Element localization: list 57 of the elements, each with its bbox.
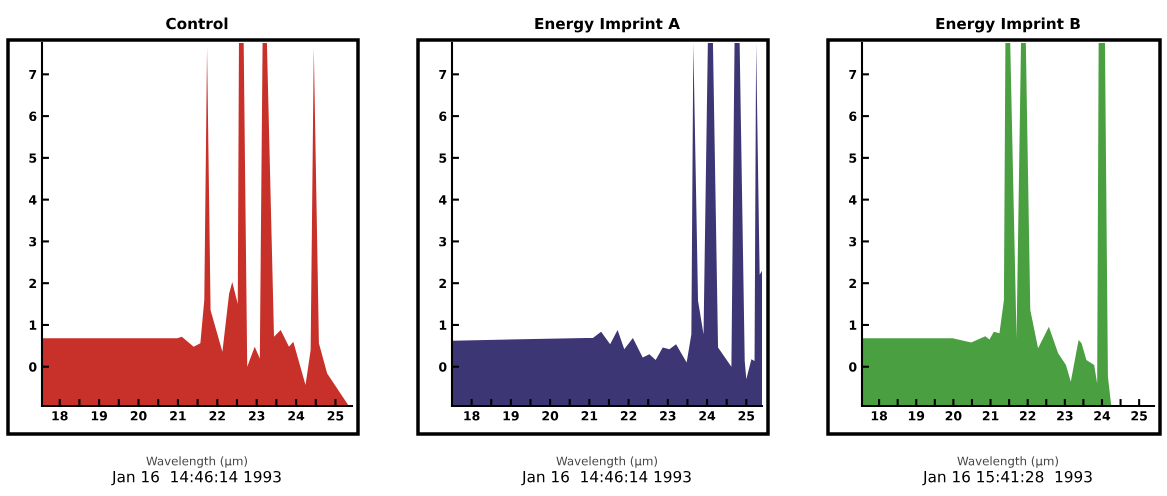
x-tick-label: 19 (908, 411, 925, 421)
y-tick-label: 6 (29, 111, 37, 122)
y-tick-label: 5 (29, 153, 37, 163)
y-tick-label: 7 (439, 69, 447, 80)
y-tick-label: 1 (849, 320, 857, 330)
x-tick-label: 20 (945, 411, 962, 421)
x-tick-label: 24 (1094, 411, 1111, 421)
x-axis-title: Wavelength (μm) (957, 456, 1058, 468)
y-tick-label: 4 (439, 195, 447, 205)
x-tick-label: 25 (327, 411, 344, 421)
y-tick-label: 4 (849, 195, 857, 205)
x-tick-label: 24 (288, 411, 305, 421)
y-tick-label: 2 (439, 278, 447, 288)
x-tick-label: 21 (982, 411, 999, 421)
y-tick-label: 7 (29, 69, 37, 80)
x-tick-label: 22 (1019, 411, 1036, 421)
x-tick-label: 22 (620, 411, 637, 421)
x-axis-title: Wavelength (μm) (556, 456, 657, 468)
y-tick-label: 3 (439, 236, 447, 247)
x-tick-label: 25 (1131, 411, 1147, 421)
y-tick-label: 7 (849, 69, 857, 80)
x-tick-label: 20 (130, 411, 147, 421)
x-tick-label: 23 (248, 411, 265, 421)
x-tick-label: 18 (464, 411, 480, 421)
x-tick-label: 19 (503, 411, 519, 421)
y-tick-label: 2 (29, 278, 37, 288)
x-tick-label: 21 (170, 411, 186, 421)
x-tick-label: 19 (91, 411, 108, 421)
y-tick-label: 3 (29, 236, 37, 247)
x-tick-label: 24 (699, 411, 716, 421)
y-tick-label: 3 (849, 236, 857, 247)
chart-title: Energy Imprint B (936, 17, 1080, 33)
y-tick-label: 0 (29, 362, 37, 372)
y-tick-label: 5 (439, 153, 447, 163)
x-axis-title: Wavelength (μm) (146, 456, 247, 468)
x-tick-label: 21 (581, 411, 598, 421)
y-tick-label: 1 (29, 320, 37, 330)
x-tick-label: 18 (52, 411, 68, 421)
y-tick-label: 5 (849, 153, 857, 163)
y-tick-label: 2 (849, 278, 857, 288)
x-tick-label: 22 (209, 411, 225, 421)
text: Jan 16 14:46:14 1993 (521, 470, 691, 486)
y-tick-label: 6 (439, 111, 447, 122)
y-tick-label: 0 (439, 362, 447, 372)
x-tick-label: 18 (871, 411, 888, 421)
x-tick-label: 23 (660, 411, 676, 421)
text: Jan 16 15:41:28 1993 (922, 470, 1092, 486)
chart-title: Control (166, 17, 228, 30)
y-tick-label: 0 (849, 362, 857, 372)
text: Jan 16 14:46:14 1993 (111, 470, 281, 486)
x-tick-label: 20 (542, 411, 559, 421)
x-tick-label: 23 (1057, 411, 1073, 421)
chart-title: Energy Imprint A (535, 17, 680, 33)
y-tick-label: 6 (849, 111, 857, 122)
x-tick-label: 25 (738, 411, 755, 421)
y-tick-label: 4 (29, 195, 37, 205)
y-tick-label: 1 (439, 320, 447, 330)
